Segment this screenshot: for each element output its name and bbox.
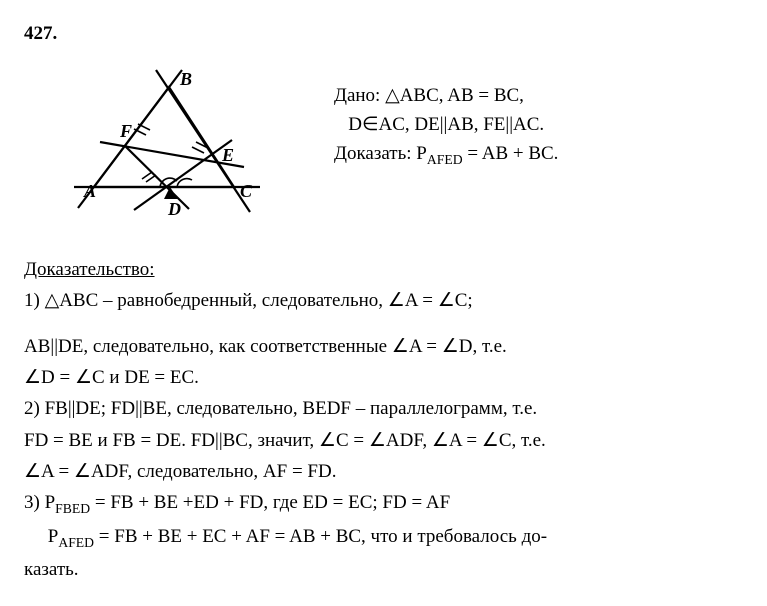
proof-line-5: FD = BE и FB = DE. FD||BC, значит, ∠C = … <box>24 425 743 456</box>
proof-body: Доказательство: 1) △ABC – равнобедренный… <box>24 254 743 586</box>
proof-line-9: казать. <box>24 554 743 585</box>
problem-number: 427. <box>24 20 743 49</box>
label-e: E <box>221 145 234 165</box>
given-block: Дано: △ABC, AB = BC, D∈AC, DE||AB, FE||A… <box>334 63 558 171</box>
geometry-diagram: A B C D E F <box>24 63 274 227</box>
proof-line-7: 3) PFBED = FB + BE +ED + FD, где ED = EC… <box>24 487 743 520</box>
label-d: D <box>167 199 181 217</box>
given-line-1: Дано: △ABC, AB = BC, <box>334 81 558 110</box>
label-a: A <box>83 181 96 201</box>
top-row: A B C D E F Дано: △ABC, AB = BC, D∈AC, D… <box>24 63 743 227</box>
proof-line-8: PAFED = FB + BE + EC + AF = AB + BC, что… <box>24 521 743 554</box>
label-f: F <box>119 121 132 141</box>
proof-title: Доказательство: <box>24 254 743 285</box>
proof-line-2: AB||DE, следовательно, как соответственн… <box>24 331 743 362</box>
label-b: B <box>179 69 192 89</box>
proof-line-4: 2) FB||DE; FD||BE, следовательно, BEDF –… <box>24 393 743 424</box>
given-line-3: Доказать: PAFED = AB + BC. <box>334 139 558 170</box>
proof-line-1: 1) △ABC – равнобедренный, следовательно,… <box>24 285 743 316</box>
proof-line-6: ∠A = ∠ADF, следовательно, AF = FD. <box>24 456 743 487</box>
given-line-2: D∈AC, DE||AB, FE||AC. <box>334 110 558 139</box>
label-c: C <box>240 181 253 201</box>
proof-line-3: ∠D = ∠C и DE = EC. <box>24 362 743 393</box>
